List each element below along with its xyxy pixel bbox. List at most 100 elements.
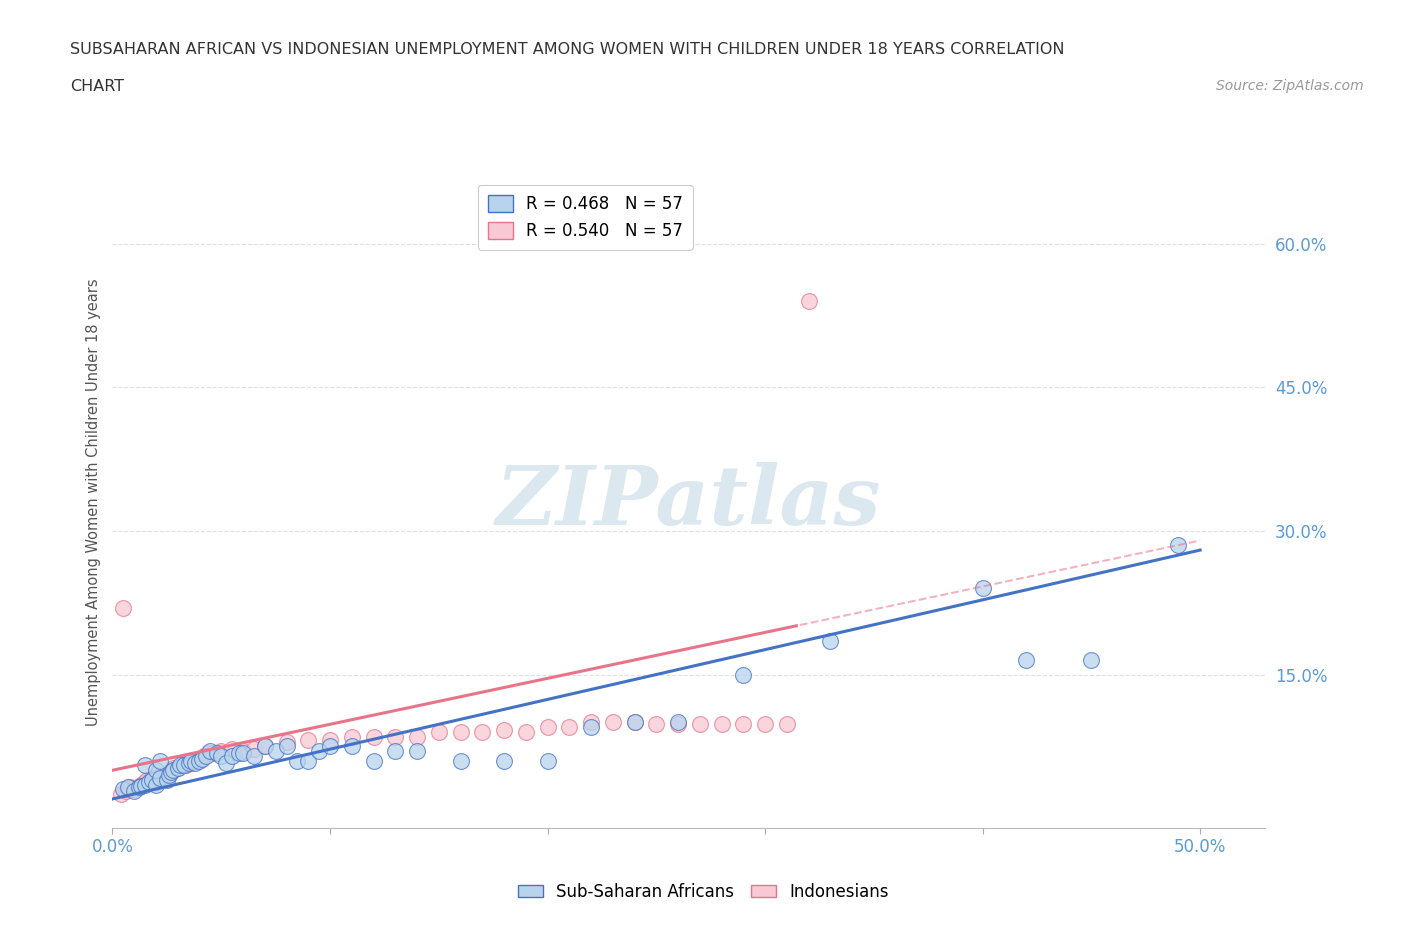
Point	[253, 738, 276, 753]
Point	[972, 581, 994, 596]
Point	[536, 720, 558, 735]
Point	[128, 780, 150, 795]
Point	[160, 764, 183, 779]
Point	[264, 744, 287, 759]
Point	[623, 715, 645, 730]
Point	[276, 734, 298, 749]
Point	[136, 773, 159, 788]
Point	[450, 724, 472, 739]
Point	[166, 761, 188, 776]
Point	[132, 777, 155, 791]
Point	[797, 294, 820, 309]
Point	[602, 715, 624, 730]
Point	[276, 738, 298, 753]
Point	[243, 742, 266, 757]
Point	[176, 758, 198, 773]
Point	[149, 768, 172, 783]
Point	[149, 770, 172, 785]
Point	[188, 751, 211, 766]
Point	[253, 738, 276, 753]
Point	[733, 667, 755, 682]
Point	[166, 761, 188, 776]
Point	[1080, 653, 1102, 668]
Point	[666, 717, 689, 732]
Point	[384, 744, 406, 759]
Point	[193, 749, 215, 764]
Point	[221, 742, 243, 757]
Text: Source: ZipAtlas.com: Source: ZipAtlas.com	[1216, 79, 1364, 93]
Point	[188, 753, 211, 768]
Point	[363, 729, 385, 744]
Point	[180, 753, 202, 768]
Point	[160, 763, 183, 777]
Point	[197, 746, 219, 761]
Text: ZIPatlas: ZIPatlas	[496, 462, 882, 542]
Point	[340, 738, 363, 753]
Point	[689, 717, 711, 732]
Point	[297, 753, 319, 768]
Legend: Sub-Saharan Africans, Indonesians: Sub-Saharan Africans, Indonesians	[510, 876, 896, 908]
Point	[162, 763, 184, 777]
Point	[214, 755, 236, 770]
Point	[201, 746, 224, 761]
Point	[209, 749, 232, 764]
Point	[1167, 538, 1189, 552]
Point	[205, 746, 228, 761]
Point	[579, 720, 602, 735]
Point	[112, 600, 135, 615]
Point	[536, 753, 558, 768]
Point	[319, 732, 342, 747]
Y-axis label: Unemployment Among Women with Children Under 18 years: Unemployment Among Women with Children U…	[86, 278, 101, 726]
Point	[145, 777, 167, 792]
Point	[209, 744, 232, 759]
Point	[156, 773, 179, 788]
Point	[172, 758, 194, 773]
Point	[118, 780, 141, 795]
Point	[754, 717, 776, 732]
Point	[184, 755, 207, 770]
Point	[114, 784, 136, 799]
Legend: R = 0.468   N = 57, R = 0.540   N = 57: R = 0.468 N = 57, R = 0.540 N = 57	[478, 185, 693, 249]
Point	[157, 767, 180, 782]
Point	[112, 782, 135, 797]
Point	[134, 777, 156, 792]
Point	[221, 749, 243, 764]
Point	[122, 784, 145, 799]
Point	[180, 755, 202, 770]
Point	[141, 773, 163, 788]
Point	[319, 738, 342, 753]
Point	[117, 780, 139, 795]
Point	[623, 715, 645, 730]
Point	[363, 753, 385, 768]
Point	[134, 775, 156, 790]
Point	[177, 755, 200, 770]
Point	[492, 723, 515, 737]
Point	[141, 770, 163, 785]
Point	[471, 724, 494, 739]
Point	[173, 758, 195, 773]
Point	[117, 782, 139, 797]
Point	[128, 779, 150, 794]
Point	[645, 717, 668, 732]
Point	[145, 775, 167, 790]
Point	[287, 753, 309, 768]
Point	[232, 746, 254, 761]
Point	[579, 715, 602, 730]
Point	[340, 729, 363, 744]
Point	[153, 767, 176, 782]
Point	[129, 778, 152, 793]
Point	[297, 732, 319, 747]
Point	[122, 782, 145, 797]
Point	[406, 744, 429, 759]
Point	[162, 761, 184, 776]
Point	[134, 758, 156, 773]
Point	[666, 715, 689, 730]
Point	[138, 775, 160, 790]
Point	[228, 746, 250, 761]
Point	[156, 766, 179, 781]
Point	[169, 758, 191, 773]
Point	[427, 724, 450, 739]
Point	[406, 729, 429, 744]
Point	[232, 744, 254, 759]
Point	[200, 744, 222, 759]
